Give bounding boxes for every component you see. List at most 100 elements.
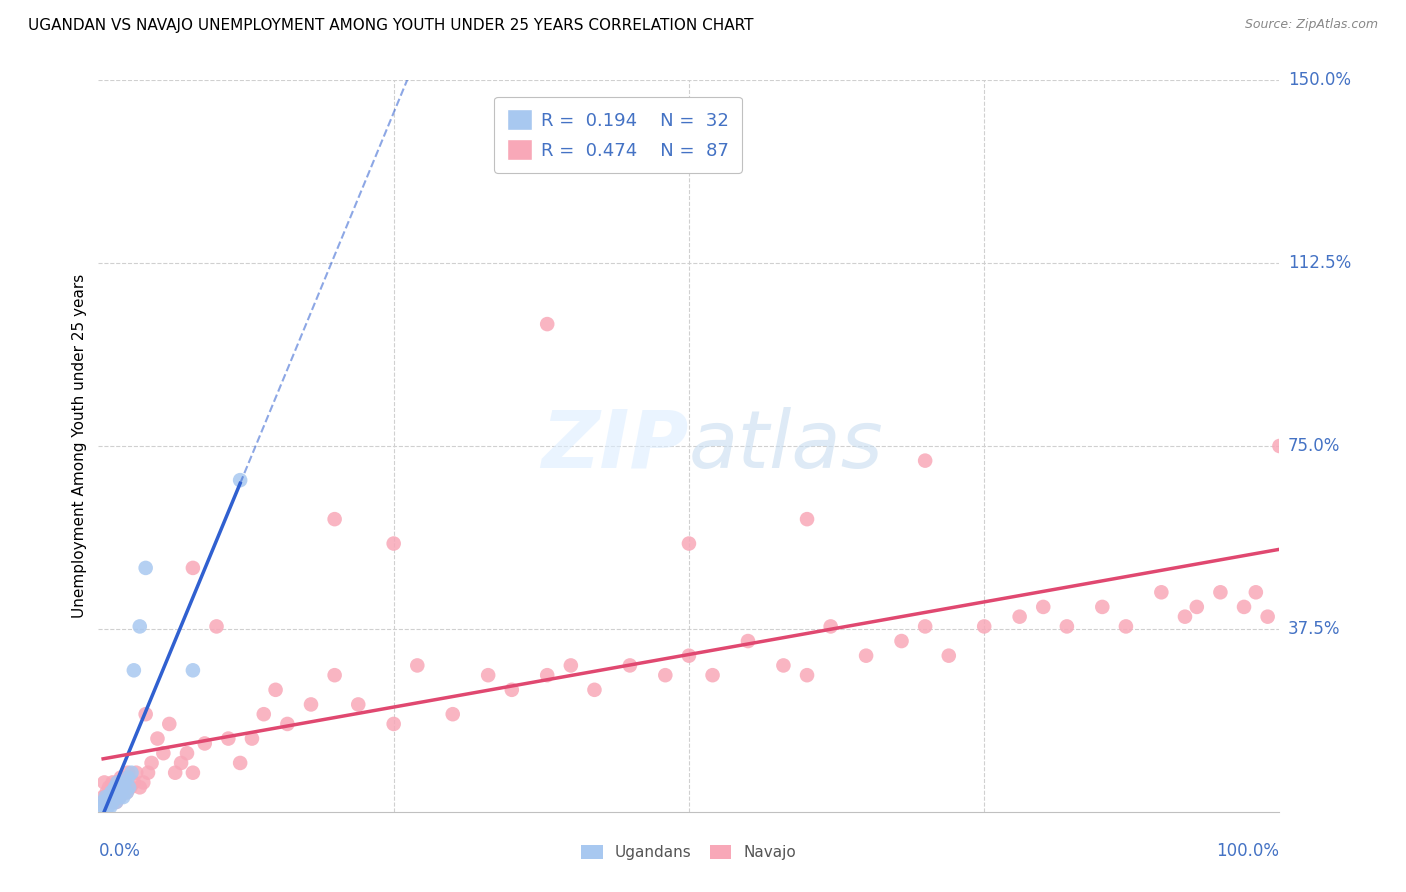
Point (122, 775, 145, 789)
Point (181, 561, 204, 575)
Text: Source: ZipAtlas.com: Source: ZipAtlas.com (1244, 18, 1378, 31)
Legend: Ugandans, Navajo: Ugandans, Navajo (575, 838, 803, 866)
Text: 75.0%: 75.0% (1288, 437, 1340, 455)
Point (110, 771, 132, 785)
Point (105, 775, 128, 789)
Point (796, 512, 818, 526)
Point (855, 648, 877, 663)
Point (96, 785, 118, 799)
Text: 100.0%: 100.0% (1216, 842, 1279, 860)
Point (121, 765, 143, 780)
Point (1268, 439, 1291, 453)
Point (347, 698, 370, 712)
Point (1150, 585, 1173, 599)
Point (914, 453, 936, 467)
Point (96, 800, 118, 814)
Point (93, 800, 115, 814)
Point (619, 658, 641, 673)
Point (501, 682, 523, 697)
Point (110, 785, 132, 799)
Point (94, 795, 117, 809)
Point (1209, 585, 1232, 599)
Point (323, 668, 346, 682)
Point (97, 795, 120, 809)
Point (152, 746, 174, 760)
Y-axis label: Unemployment Among Youth under 25 years: Unemployment Among Youth under 25 years (72, 274, 87, 618)
Point (120, 780, 142, 795)
Point (253, 707, 276, 722)
Point (536, 317, 558, 331)
Point (132, 775, 155, 789)
Point (165, 765, 187, 780)
Point (103, 790, 125, 805)
Point (128, 619, 150, 633)
Point (157, 717, 180, 731)
Point (117, 765, 139, 780)
Point (1257, 609, 1279, 624)
Point (125, 765, 148, 780)
Point (299, 698, 322, 712)
Point (890, 634, 912, 648)
Point (820, 619, 842, 633)
Point (111, 780, 134, 795)
Point (1032, 599, 1054, 614)
Point (97, 790, 120, 805)
Point (441, 707, 464, 722)
Point (678, 648, 700, 663)
Point (382, 717, 405, 731)
Text: 150.0%: 150.0% (1288, 71, 1351, 89)
Point (323, 512, 346, 526)
Point (91, 790, 114, 805)
Point (135, 561, 157, 575)
Point (98, 795, 121, 809)
Point (105, 775, 128, 789)
Point (170, 756, 193, 770)
Text: 37.5%: 37.5% (1288, 620, 1340, 638)
Point (382, 536, 405, 550)
Point (536, 668, 558, 682)
Point (96, 795, 118, 809)
Point (973, 619, 995, 633)
Point (100, 785, 122, 799)
Point (176, 746, 198, 760)
Point (115, 785, 138, 799)
Point (118, 780, 141, 795)
Point (1233, 599, 1256, 614)
Point (115, 785, 138, 799)
Point (1056, 619, 1078, 633)
Point (98, 795, 121, 809)
Point (1115, 619, 1137, 633)
Point (205, 619, 228, 633)
Point (1244, 585, 1267, 599)
Point (97, 800, 120, 814)
Point (128, 780, 150, 795)
Point (229, 473, 252, 487)
Point (93, 775, 115, 789)
Point (108, 790, 131, 805)
Point (1174, 609, 1197, 624)
Text: ZIP: ZIP (541, 407, 689, 485)
Point (181, 663, 204, 677)
Point (104, 780, 127, 795)
Point (136, 765, 159, 780)
Point (91, 800, 114, 814)
Point (105, 795, 128, 809)
Point (107, 785, 129, 799)
Point (100, 785, 122, 799)
Point (112, 775, 135, 789)
Point (105, 795, 128, 809)
Text: atlas: atlas (689, 407, 884, 485)
Point (146, 731, 169, 746)
Text: 0.0%: 0.0% (98, 842, 141, 860)
Point (122, 663, 145, 677)
Point (101, 775, 124, 789)
Point (112, 790, 135, 805)
Point (91, 795, 114, 809)
Point (98, 780, 121, 795)
Point (1008, 609, 1031, 624)
Point (217, 731, 239, 746)
Point (796, 668, 818, 682)
Point (1091, 599, 1114, 614)
Point (141, 756, 163, 770)
Point (938, 648, 960, 663)
